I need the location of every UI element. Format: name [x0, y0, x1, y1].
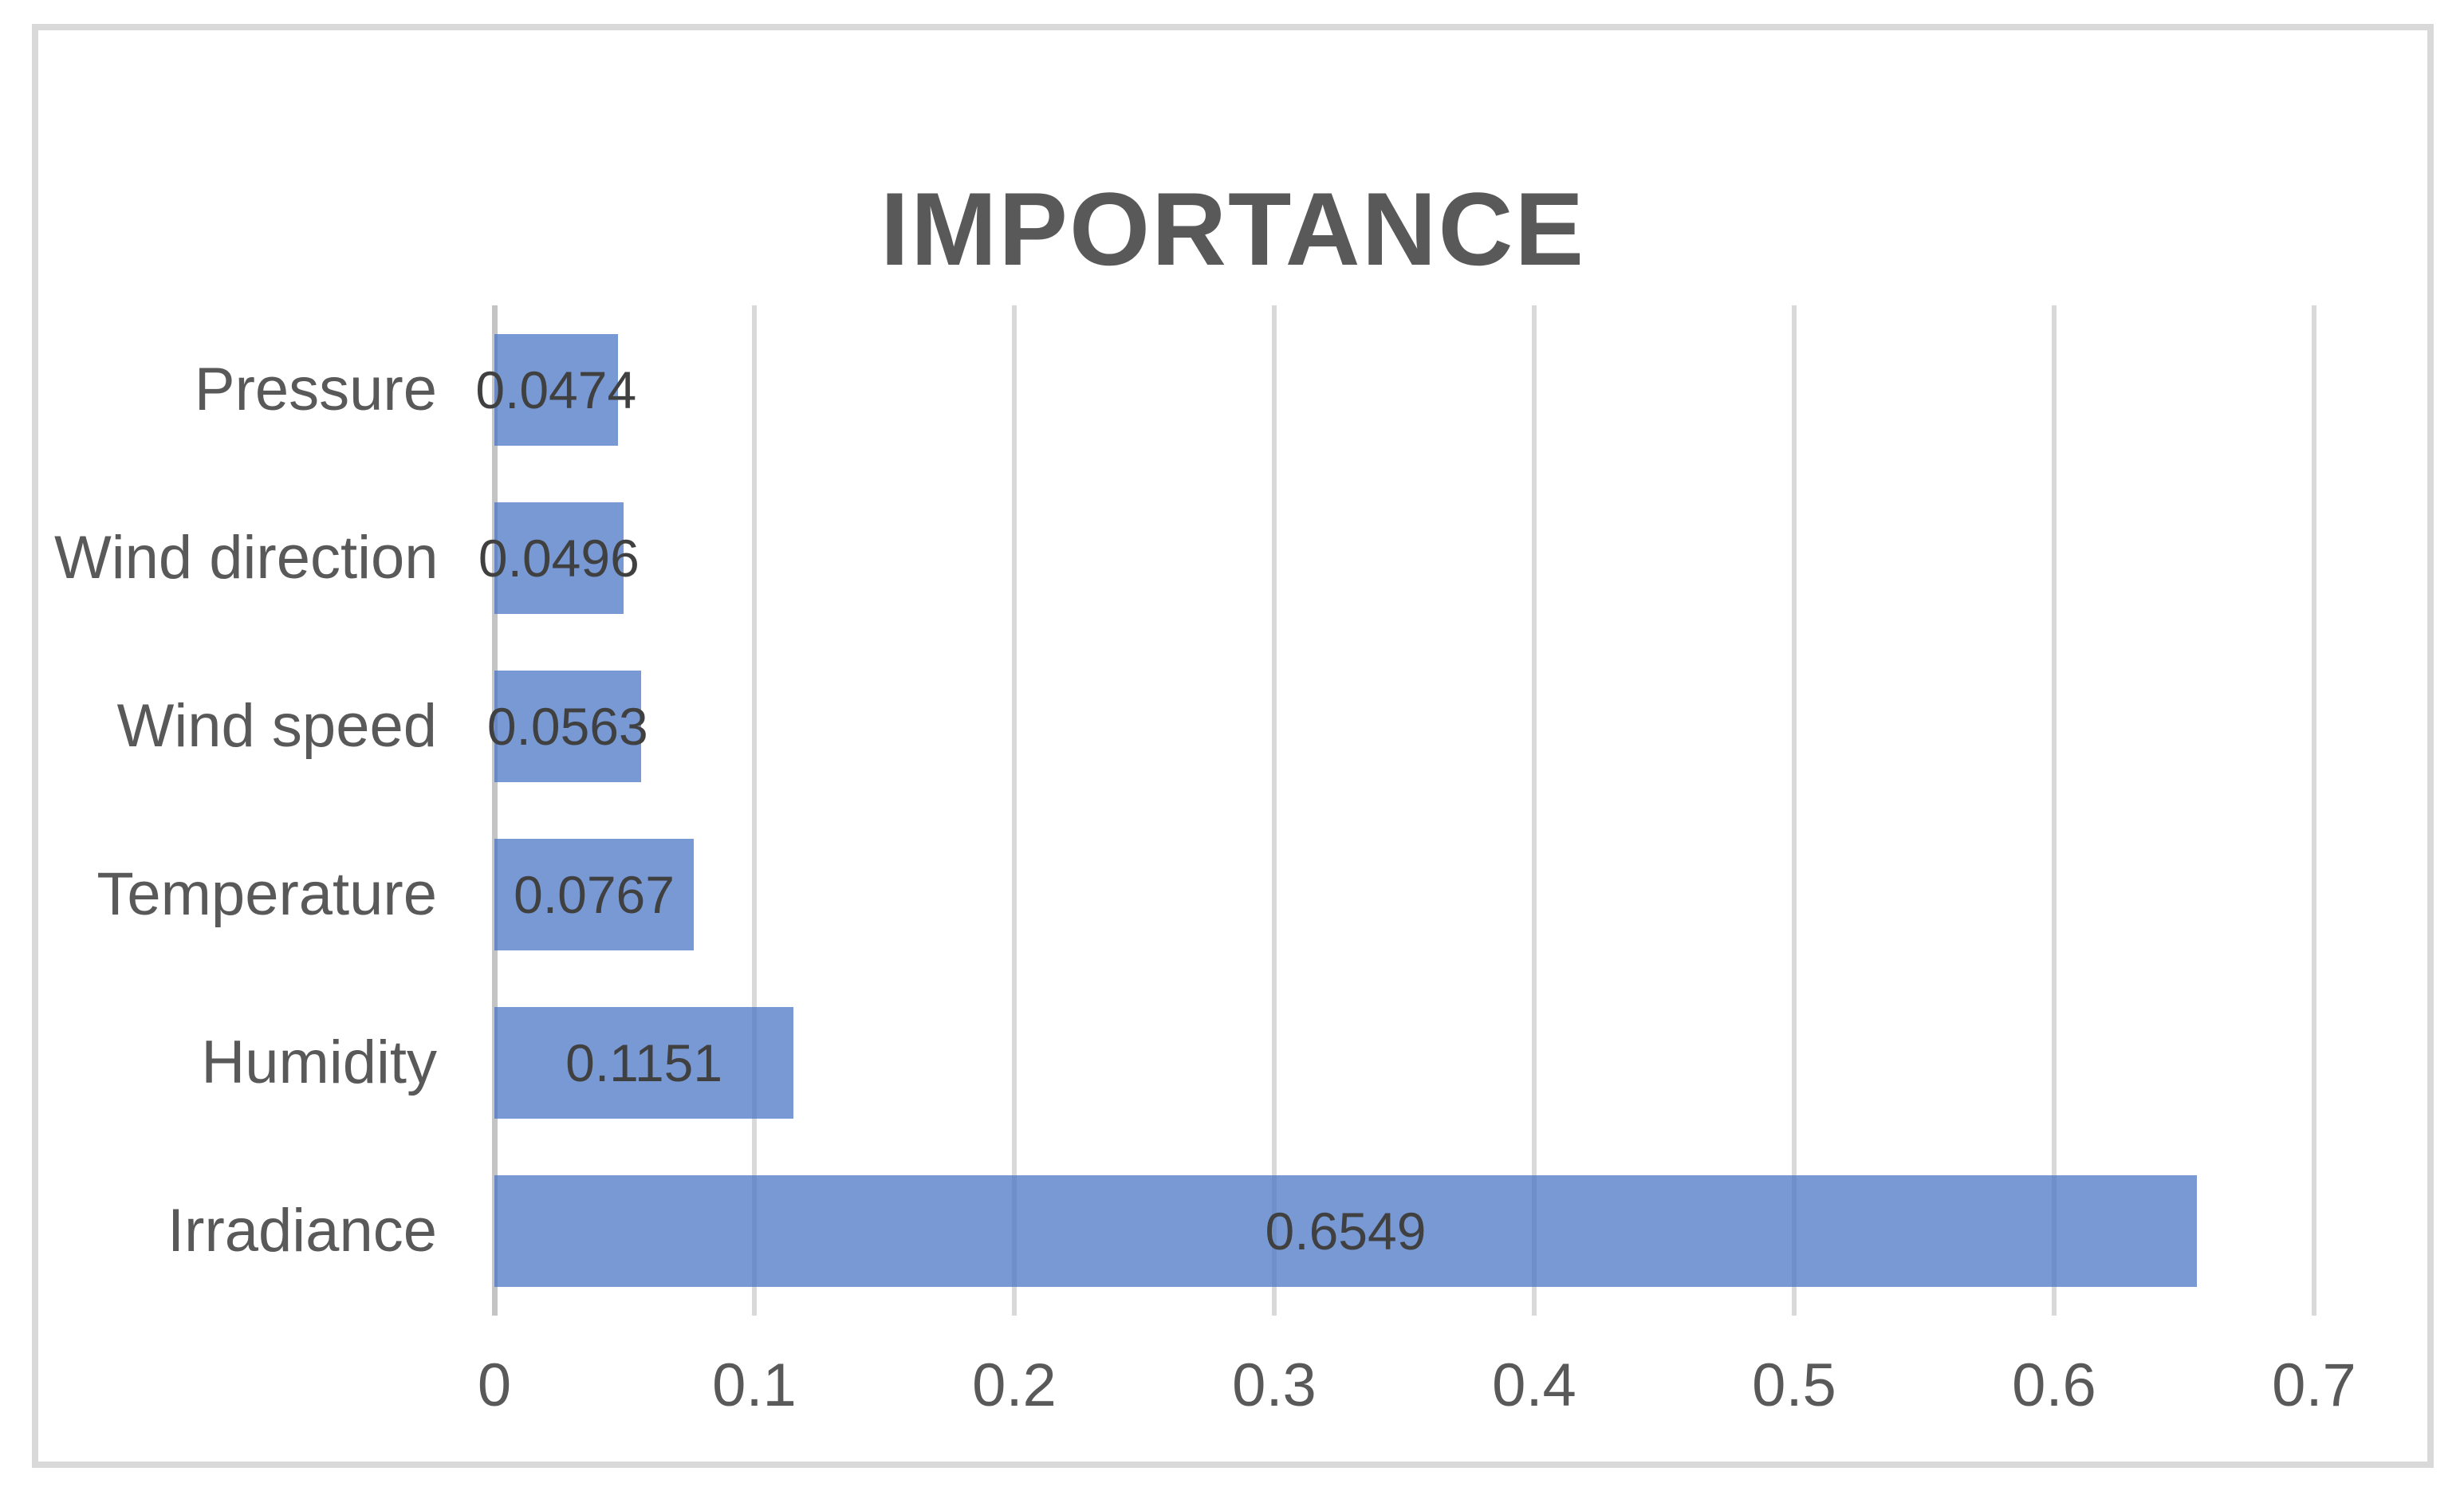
x-tick-label-0.4: 0.4 — [1492, 1351, 1576, 1419]
data-label-temperature: 0.0767 — [514, 865, 675, 925]
bar-wind-speed — [494, 670, 641, 782]
data-label-wind-speed: 0.0563 — [486, 696, 648, 756]
value-axis-line — [492, 305, 498, 1316]
data-label-pressure: 0.0474 — [475, 360, 637, 419]
x-tick-label-0.3: 0.3 — [1232, 1351, 1317, 1419]
category-label-wind-speed: Wind speed — [116, 691, 437, 760]
bar-pressure — [494, 333, 618, 446]
gridline-0.5 — [1792, 305, 1797, 1316]
data-label-wind-direction: 0.0496 — [478, 528, 640, 588]
chart-title: IMPORTANCE — [880, 171, 1586, 288]
category-label-humidity: Humidity — [201, 1029, 437, 1097]
x-tick-label-0.6: 0.6 — [2012, 1351, 2096, 1419]
bar-humidity — [494, 1007, 794, 1119]
x-tick-label-0.2: 0.2 — [972, 1351, 1057, 1419]
bar-wind-direction — [494, 502, 624, 614]
chart-frame: IMPORTANCE 0 0.1 0.2 0.3 0.4 0.5 0.6 0.7 Pressur… — [32, 24, 2434, 1468]
bar-temperature — [494, 839, 695, 951]
x-tick-label-0: 0 — [477, 1351, 512, 1419]
bar-irradiance — [494, 1175, 2197, 1288]
gridline-0.1 — [752, 305, 757, 1316]
data-label-humidity: 0.1151 — [565, 1033, 723, 1093]
category-label-pressure: Pressure — [194, 355, 437, 423]
gridline-0.6 — [2052, 305, 2057, 1316]
gridline-0.3 — [1272, 305, 1277, 1316]
category-label-wind-direction: Wind direction — [54, 523, 439, 592]
plot-area: 0 0.1 0.2 0.3 0.4 0.5 0.6 0.7 Pressure 0.0474 Wind… — [38, 30, 2427, 1462]
category-label-temperature: Temperature — [96, 860, 437, 929]
x-tick-label-0.1: 0.1 — [712, 1351, 797, 1419]
data-label-irradiance: 0.6549 — [1265, 1202, 1427, 1261]
gridline-0.2 — [1012, 305, 1017, 1316]
x-tick-label-0.5: 0.5 — [1752, 1351, 1836, 1419]
gridline-0.7 — [2312, 305, 2316, 1316]
x-tick-label-0.7: 0.7 — [2272, 1351, 2356, 1419]
category-label-irradiance: Irradiance — [167, 1197, 437, 1265]
gridline-0.4 — [1532, 305, 1537, 1316]
